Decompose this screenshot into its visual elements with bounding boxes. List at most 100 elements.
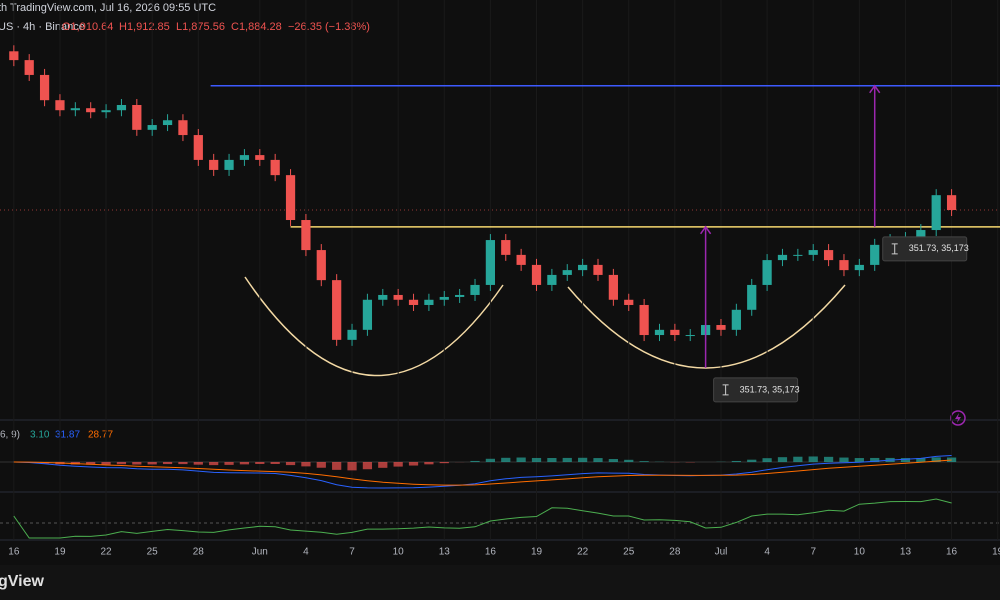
macd-hist-value: 3.10 (30, 430, 50, 441)
macd-params: 6, 9) (0, 430, 20, 441)
macd-hist-bar (332, 462, 342, 470)
macd-hist-bar (162, 462, 173, 465)
candle-body (393, 294, 403, 300)
signal-line (13, 459, 952, 486)
ohlc-low: L1,875.56 (176, 21, 225, 33)
candle-body (408, 299, 419, 305)
macd-hist-bar (132, 462, 142, 465)
macd-hist-bar (762, 458, 772, 462)
macd-hist-bar (408, 462, 419, 466)
macd-hist-bar (608, 459, 618, 462)
macd-hist-bar (593, 458, 603, 462)
candle-body (839, 260, 849, 271)
x-tick-label: 4 (764, 547, 770, 558)
macd-hist-bar (116, 462, 127, 465)
candle-body (747, 284, 757, 310)
macd-hist-bar (854, 458, 864, 462)
source: th TradingView.com, Jul 16, 2026 09:55 U… (0, 2, 216, 14)
macd-hist-bar (255, 462, 265, 464)
candle-body (101, 110, 111, 113)
candle-body (931, 195, 941, 231)
macd-line (13, 455, 952, 489)
candle-body (870, 244, 880, 265)
candle-body (162, 120, 173, 126)
candle-body (654, 329, 665, 336)
macd-hist-bar (439, 462, 449, 464)
macd-hist-bar (823, 456, 834, 462)
symbol: US · 4h · Binance (0, 21, 85, 33)
candle-body (593, 264, 603, 275)
candle-body (24, 60, 34, 75)
ohlc-change: −26.35 (−1.38%) (288, 21, 370, 33)
candle-body (793, 254, 803, 256)
x-tick-label: 7 (810, 547, 816, 558)
x-tick-label: 22 (101, 547, 113, 558)
candle-body (455, 294, 465, 297)
macd-hist-bar (285, 462, 296, 466)
candle-body (531, 264, 542, 285)
candle-body (39, 74, 50, 101)
macd-hist-bar (531, 457, 542, 462)
x-tick-label: 13 (900, 547, 912, 558)
macd-hist-bar (485, 458, 496, 462)
x-tick-label: 19 (531, 547, 543, 558)
candle-body (823, 250, 834, 261)
candle-body (301, 220, 311, 251)
macd-hist-bar (101, 462, 111, 465)
candle-body (547, 274, 557, 285)
candle-body (255, 155, 265, 160)
macd-hist-bar (731, 460, 741, 462)
macd-hist-bar (639, 461, 649, 462)
x-tick-label: 22 (577, 547, 589, 558)
measure-label: 351.73, 35,173 (909, 243, 969, 253)
x-tick-label: Jul (715, 547, 728, 558)
candle-body (147, 125, 157, 130)
macd-hist-bar (301, 462, 311, 467)
candle-body (347, 329, 357, 340)
macd-hist-bar (147, 462, 157, 465)
macd-hist-bar (916, 458, 926, 462)
alert-icon[interactable] (950, 410, 966, 426)
measure-arrow (700, 225, 712, 235)
x-tick-label: 13 (439, 547, 451, 558)
measure-label-box (713, 377, 799, 403)
signal-value: 28.77 (88, 430, 113, 441)
macd-hist-bar (193, 462, 203, 465)
macd-hist-bar (562, 457, 572, 462)
x-tick-label: Jun (252, 547, 268, 558)
measure-label: 351.73, 35,173 (740, 384, 800, 394)
macd-hist-bar (793, 456, 803, 462)
macd-hist-bar (378, 462, 388, 468)
measure-icon (891, 243, 898, 255)
candle-body (316, 250, 326, 281)
candle-body (716, 325, 726, 330)
candle-body (854, 264, 864, 271)
macd-hist-bar (839, 457, 849, 462)
x-tick-label: 10 (393, 547, 405, 558)
macd-hist-bar (547, 457, 557, 462)
macd-hist-bar (239, 462, 250, 465)
macd-hist-bar (347, 462, 357, 471)
candle-body (501, 240, 511, 255)
macd-hist-bar (424, 462, 434, 465)
macd-hist-bar (316, 462, 326, 468)
x-tick-label: 16 (946, 547, 958, 558)
candle-body (332, 280, 342, 340)
candle-body (239, 155, 250, 160)
macd-hist-bar (224, 462, 234, 465)
macd-hist-bar (470, 460, 480, 462)
candle-body (193, 135, 203, 160)
macd-hist-bar (900, 458, 911, 462)
x-tick-label: 16 (8, 547, 20, 558)
x-tick-label: 25 (623, 547, 635, 558)
candle-body (916, 230, 926, 239)
candle-body (209, 159, 219, 170)
candle-body (70, 108, 80, 111)
alert-icon-bolt (955, 413, 961, 423)
macd-hist-bar (777, 457, 788, 462)
ohlc-close: C1,884.28 (231, 21, 282, 33)
macd-hist-bar (624, 459, 634, 462)
macd-hist-bar (86, 462, 96, 465)
candle-body (777, 254, 788, 261)
x-tick-label: 28 (193, 547, 205, 558)
